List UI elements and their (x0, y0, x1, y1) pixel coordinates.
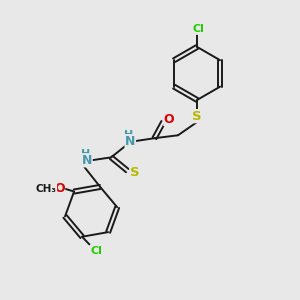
Text: H: H (124, 130, 134, 140)
Text: N: N (82, 154, 92, 167)
Text: CH₃: CH₃ (36, 184, 57, 194)
Text: O: O (164, 112, 175, 126)
Text: N: N (125, 135, 136, 148)
Text: H: H (81, 149, 90, 159)
Text: O: O (54, 182, 65, 195)
Text: Cl: Cl (91, 246, 103, 256)
Text: Cl: Cl (193, 24, 205, 34)
Text: S: S (130, 166, 140, 178)
Text: S: S (192, 110, 202, 123)
